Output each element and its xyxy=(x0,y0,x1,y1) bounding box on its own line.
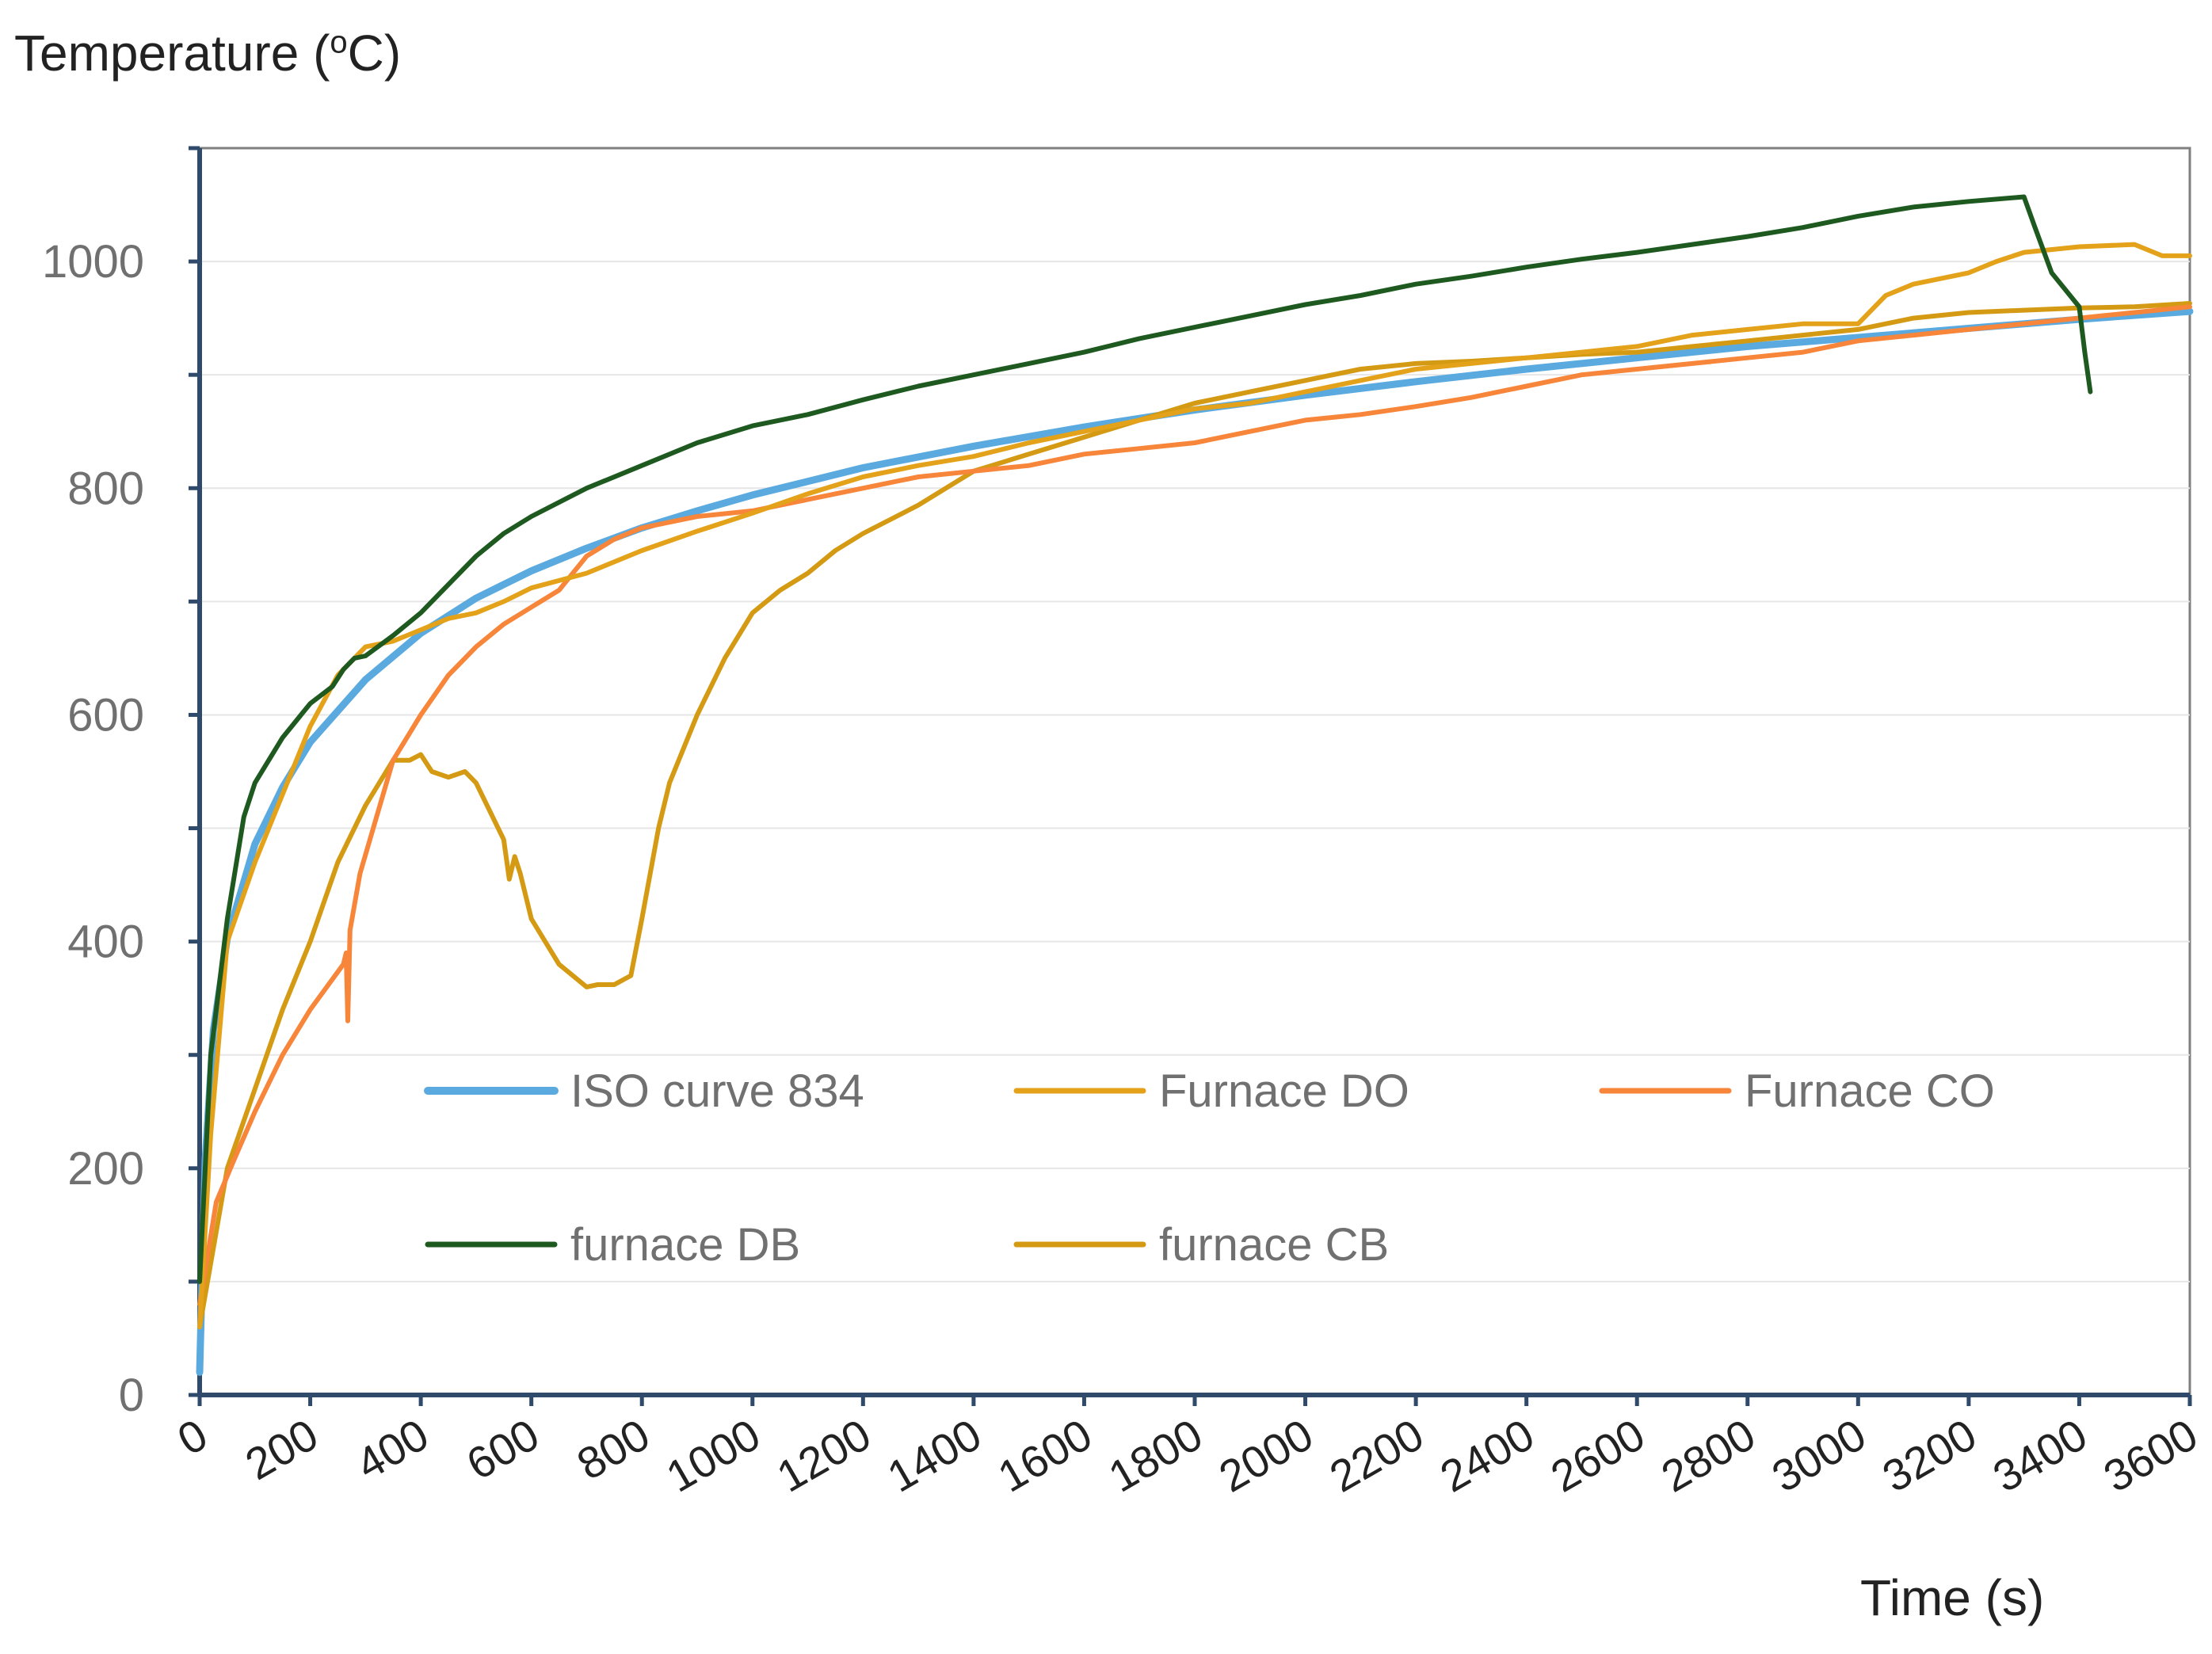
y-axis-title-suffix: C) xyxy=(347,25,402,82)
x-tick-label: 1800 xyxy=(1100,1409,1211,1502)
series-line-furnace-do xyxy=(197,242,2192,1330)
x-tick-label: 200 xyxy=(237,1409,326,1489)
series-line-iso-curve-834 xyxy=(196,307,2194,1376)
x-tick-label: 2800 xyxy=(1653,1409,1763,1502)
series-line-furnace-cb xyxy=(197,301,2192,1330)
x-tick-label: 0 xyxy=(170,1409,215,1465)
y-tick-label: 800 xyxy=(67,463,144,514)
x-tick-label: 400 xyxy=(348,1409,437,1489)
x-tick-label: 1400 xyxy=(879,1409,990,1502)
x-tick-label: 1200 xyxy=(768,1409,879,1502)
legend-label-iso-curve-834: ISO curve 834 xyxy=(570,1065,864,1117)
y-tick-label: 600 xyxy=(67,689,144,741)
x-tick-label: 3600 xyxy=(2096,1409,2206,1502)
x-tick-label: 2600 xyxy=(1543,1409,1653,1502)
y-axis-title: Temperature (oC) xyxy=(14,24,401,82)
gridlines xyxy=(200,261,2190,1282)
axis-ticks xyxy=(189,146,2192,1406)
x-tick-label: 1600 xyxy=(990,1409,1100,1502)
y-tick-label: 1000 xyxy=(42,236,144,288)
legend-label-furnace-db: furnace DB xyxy=(570,1219,800,1271)
x-tick-label: 600 xyxy=(458,1409,547,1489)
legend: ISO curve 834 Furnace DO Furnace CO furnace… xyxy=(424,1065,1995,1271)
series-line-furnace-db xyxy=(197,194,2093,1284)
y-tick-labels: 0 200 400 600 800 1000 xyxy=(42,236,144,1421)
x-tick-label: 2200 xyxy=(1321,1409,1432,1502)
y-tick-label: 200 xyxy=(67,1143,144,1195)
x-tick-label: 2000 xyxy=(1211,1409,1321,1502)
series-line-furnace-co xyxy=(197,304,2192,1307)
y-tick-label: 0 xyxy=(119,1370,144,1421)
y-axis-title-prefix: Temperature ( xyxy=(14,25,330,82)
x-tick-label: 3200 xyxy=(1874,1409,1985,1502)
y-axis-title-degree: o xyxy=(330,25,348,60)
y-tick-label: 400 xyxy=(67,917,144,968)
x-tick-label: 3000 xyxy=(1764,1409,1874,1502)
x-tick-labels: 0 200 400 600 800 1000 1200 1400 1600 1800 2000 220… xyxy=(170,1409,2206,1502)
x-tick-label: 1000 xyxy=(658,1409,768,1502)
x-tick-label: 2400 xyxy=(1432,1409,1542,1502)
x-tick-label: 800 xyxy=(569,1409,658,1489)
x-tick-label: 3400 xyxy=(1985,1409,2095,1502)
x-axis-title: Time (s) xyxy=(1860,1569,2045,1626)
legend-label-furnace-do: Furnace DO xyxy=(1159,1065,1409,1117)
series-lines xyxy=(196,194,2194,1376)
legend-label-furnace-cb: furnace CB xyxy=(1159,1219,1389,1271)
legend-label-furnace-co: Furnace CO xyxy=(1745,1065,1995,1117)
